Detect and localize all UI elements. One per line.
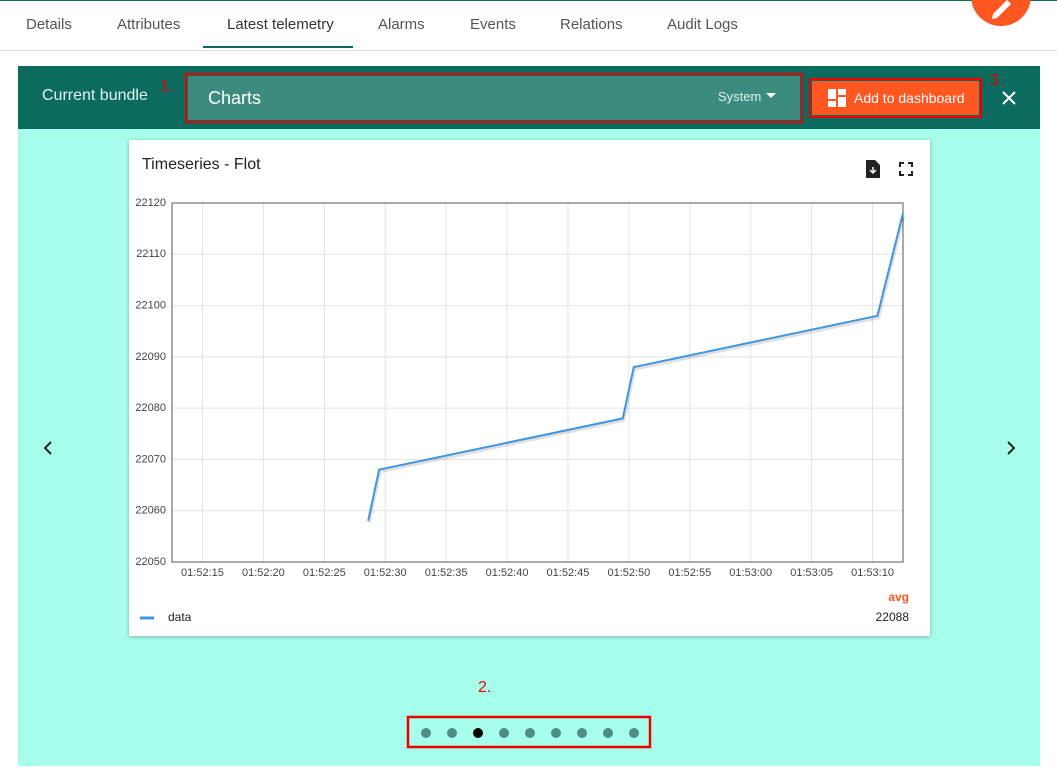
series-line [367, 213, 904, 522]
y-tick-label: 22090 [135, 351, 166, 363]
x-tick-label: 01:52:20 [242, 567, 285, 579]
x-tick-label: 01:52:35 [425, 567, 468, 579]
button-highlight [809, 78, 982, 118]
page-dot[interactable] [447, 728, 457, 738]
page-dot[interactable] [421, 728, 431, 738]
tab-bar [0, 0, 1057, 51]
x-tick-label: 01:52:30 [364, 567, 407, 579]
y-tick-label: 22060 [135, 505, 166, 517]
tab[interactable]: Attributes [117, 16, 181, 33]
tab[interactable]: Details [26, 16, 72, 33]
line-shadow [367, 214, 906, 524]
bundle-label: Current bundle [42, 87, 148, 104]
y-tick-label: 22080 [135, 402, 166, 414]
annotation: 3. [990, 72, 1004, 89]
page-dot[interactable] [499, 728, 509, 738]
x-tick-label: 01:53:05 [790, 567, 833, 579]
active-tab-indicator [203, 46, 353, 48]
fullscreen-icon[interactable] [898, 161, 914, 177]
x-tick-label: 01:52:40 [486, 567, 529, 579]
x-tick-label: 01:53:10 [851, 567, 894, 579]
x-tick-label: 01:52:45 [547, 567, 590, 579]
x-tick-label: 01:52:15 [181, 567, 224, 579]
dropdown-arrow [766, 93, 776, 98]
pagination [406, 715, 652, 749]
add-button-label: Add to dashboard [854, 90, 965, 106]
chart: 22050 22060 22070 22080 22090 22100 22110 22120… [135, 197, 910, 624]
close-icon[interactable] [1001, 90, 1017, 106]
annotation: 2. [478, 679, 492, 696]
bundle-selected: Charts [208, 88, 262, 108]
x-tick-label: 01:53:00 [729, 567, 772, 579]
x-tick-label: 01:52:25 [303, 567, 346, 579]
x-tick-label: 01:52:50 [607, 567, 650, 579]
prev-arrow[interactable] [40, 440, 56, 456]
dashboard-icon [828, 89, 846, 107]
tab[interactable]: Latest telemetry [227, 16, 334, 33]
y-tick-label: 22070 [135, 453, 166, 465]
y-tick-label: 22110 [136, 248, 166, 260]
export-icon[interactable] [865, 160, 881, 178]
page-dot[interactable] [577, 728, 587, 738]
page-dot[interactable] [551, 728, 561, 738]
pagination-highlight [406, 715, 652, 749]
x-tick-label: 01:52:55 [668, 567, 711, 579]
legend-label: data [168, 610, 192, 624]
bundle-scope: System [718, 89, 762, 104]
annotation: 1. [160, 78, 174, 95]
widget-title: Timeseries - Flot [142, 156, 261, 173]
plot-border [171, 202, 904, 563]
page-dot[interactable] [603, 728, 613, 738]
y-tick-label: 22100 [135, 299, 166, 311]
page-dot[interactable] [525, 728, 535, 738]
page-dot-active[interactable] [473, 728, 483, 738]
legend-stat-value: 22088 [876, 610, 910, 624]
bundle-select[interactable] [188, 76, 800, 120]
widget-card [129, 140, 930, 636]
tab[interactable]: Audit Logs [667, 16, 738, 33]
tab[interactable]: Alarms [378, 16, 425, 33]
y-tick-label: 22120 [135, 197, 166, 209]
next-arrow[interactable] [1003, 440, 1019, 456]
y-tick-label: 22050 [135, 556, 166, 568]
tab[interactable]: Relations [560, 16, 623, 33]
edit-fab[interactable] [965, 0, 1037, 36]
tab[interactable]: Events [470, 16, 516, 33]
select-highlight [185, 73, 803, 123]
page-dot[interactable] [629, 728, 639, 738]
pencil-icon [992, 0, 1011, 19]
legend-stat-label: avg [888, 590, 909, 604]
